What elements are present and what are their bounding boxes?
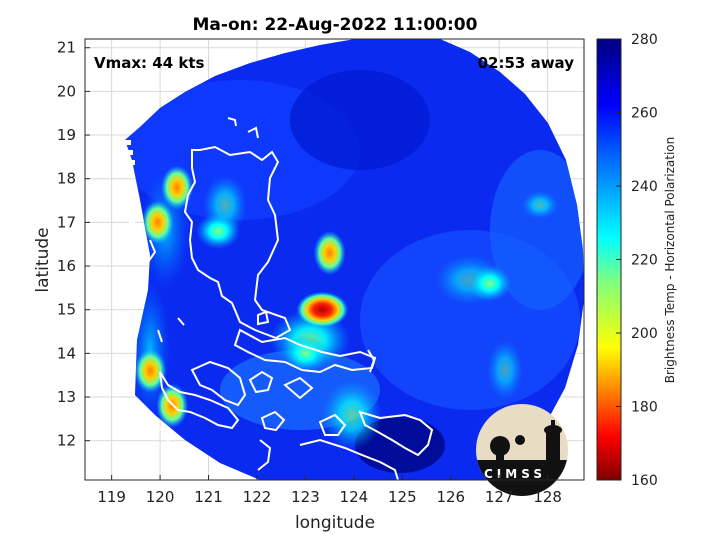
brightness-hotspot xyxy=(161,165,194,210)
x-tick-label: 126 xyxy=(436,488,465,506)
brightness-hotspot xyxy=(313,230,346,275)
swath-edge-notch xyxy=(129,280,135,285)
brightness-hotspot xyxy=(467,265,512,302)
colorbar-tick-label: 220 xyxy=(631,253,658,269)
y-tick-label: 16 xyxy=(57,257,76,275)
swath-edge-notch xyxy=(127,180,133,185)
swath-edge-notch xyxy=(127,210,133,215)
swath-edge-notch xyxy=(129,250,135,255)
swath-edge-notch xyxy=(129,190,135,195)
y-tick-label: 15 xyxy=(57,301,76,319)
swath-edge-notch xyxy=(127,150,133,155)
colorbar-tick-label: 200 xyxy=(631,326,658,342)
swath-edge-notch xyxy=(127,270,133,275)
x-tick-label: 122 xyxy=(243,488,272,506)
brightness-hotspot xyxy=(134,348,167,393)
brightness-hotspot xyxy=(196,213,241,250)
y-tick-label: 21 xyxy=(57,39,76,57)
x-tick-label: 128 xyxy=(533,488,562,506)
swath-edge-notch xyxy=(125,260,131,265)
swath-edge xyxy=(125,140,135,315)
swath-layer xyxy=(125,39,584,480)
y-tick-label: 14 xyxy=(57,344,76,362)
time-offset-annotation: 02:53 away xyxy=(478,54,575,72)
y-tick-label: 18 xyxy=(57,170,76,188)
y-tick-label: 17 xyxy=(57,213,76,231)
axes-frame xyxy=(84,38,585,481)
swath-edge-notch xyxy=(129,310,135,315)
swath-edge-notch xyxy=(127,240,133,245)
swath-edge-notch xyxy=(127,300,133,305)
y-tick-label: 19 xyxy=(57,126,76,144)
colorbar-tick-label: 280 xyxy=(631,32,658,48)
swath-edge-notch xyxy=(125,200,131,205)
vmax-annotation: Vmax: 44 kts xyxy=(94,54,204,72)
x-tick-label: 125 xyxy=(388,488,417,506)
swath-edge-notch xyxy=(129,160,135,165)
chart-title: Ma-on: 22-Aug-2022 11:00:00 xyxy=(193,15,478,35)
x-tick-label: 123 xyxy=(291,488,320,506)
brightness-hotspot xyxy=(141,200,174,245)
y-axis-ticks: 12 13 14 15 16 17 18 19 20 21 xyxy=(57,39,90,450)
x-tick-label: 127 xyxy=(485,488,514,506)
swath-edge-notch xyxy=(125,140,131,145)
colorbar-tick-label: 160 xyxy=(631,473,658,489)
cimss-logo: CIMSS xyxy=(476,404,568,496)
colorbar-label: Brightness Temp - Horizontal Polarizatio… xyxy=(663,137,677,384)
colorbar-tick-label: 260 xyxy=(631,106,658,122)
colorbar-tick-label: 180 xyxy=(631,400,658,416)
x-tick-label: 121 xyxy=(194,488,223,506)
y-axis-label: latitude xyxy=(33,227,53,292)
colorbar-ticks: 160 180 200 220 240 260 280 xyxy=(616,32,658,489)
x-tick-label: 120 xyxy=(146,488,175,506)
swath-edge-notch xyxy=(125,230,131,235)
brightness-hotspot xyxy=(296,291,349,328)
brightness-hotspot xyxy=(283,335,328,372)
swath-edge-notch xyxy=(125,290,131,295)
y-tick-label: 12 xyxy=(57,432,76,450)
colorbar-tick-label: 240 xyxy=(631,179,658,195)
hotspot-layer xyxy=(134,165,512,428)
swath-edge-notch xyxy=(129,220,135,225)
y-tick-label: 13 xyxy=(57,388,76,406)
x-tick-label: 124 xyxy=(340,488,369,506)
x-axis-ticks: 119 120 121 122 123 124 125 126 127 128 xyxy=(97,475,562,506)
swath-edge-notch xyxy=(125,170,131,175)
x-axis-label: longitude xyxy=(295,513,375,533)
brightness-hotspot xyxy=(156,383,189,428)
y-tick-label: 20 xyxy=(57,82,76,100)
logo-text: CIMSS xyxy=(484,467,546,481)
coastlines xyxy=(147,117,434,480)
x-tick-label: 119 xyxy=(97,488,126,506)
